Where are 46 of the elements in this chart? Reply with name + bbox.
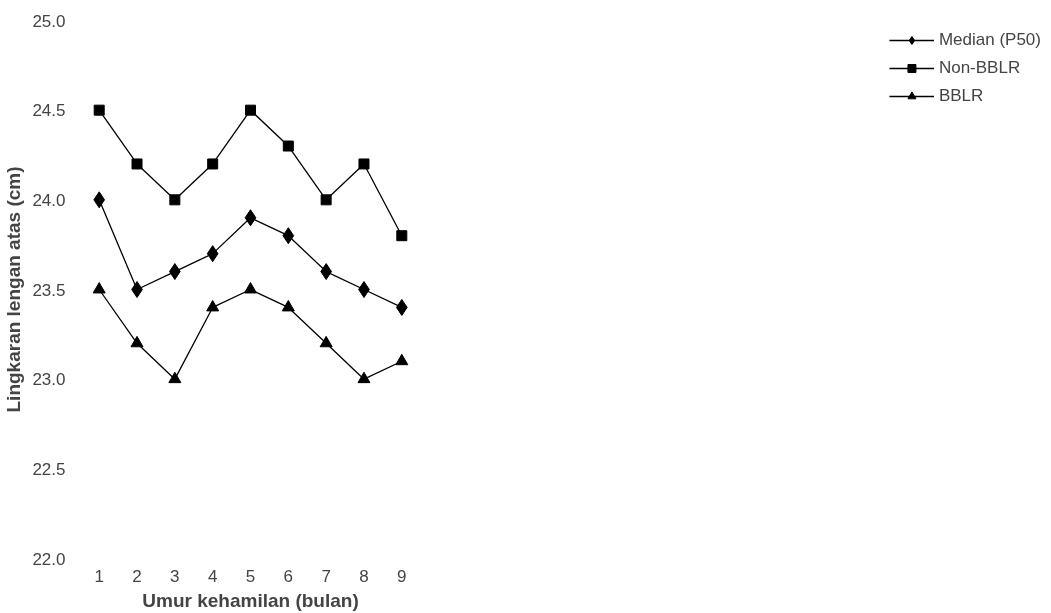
- y-tick-label: 22.5: [32, 459, 66, 479]
- point: [320, 194, 332, 206]
- x-tick-label: 9: [397, 566, 407, 586]
- point: [131, 281, 143, 298]
- point: [357, 371, 371, 384]
- x-tick-label: 7: [321, 566, 331, 586]
- x-tick-label: 4: [207, 566, 218, 586]
- point: [358, 158, 370, 170]
- x-tick-label: 2: [132, 566, 142, 586]
- point: [130, 335, 144, 348]
- y-tick-label: 24.5: [32, 101, 66, 121]
- point: [92, 282, 106, 294]
- x-tick-label: 5: [245, 566, 256, 586]
- point: [282, 140, 294, 152]
- point: [396, 230, 408, 242]
- x-tick-label: 3: [170, 566, 180, 586]
- point: [206, 300, 220, 312]
- point: [206, 245, 219, 263]
- x-axis-title: Umur kehamilan (bulan): [142, 589, 359, 611]
- point: [319, 335, 333, 348]
- point: [245, 104, 256, 116]
- point: [93, 104, 105, 116]
- y-tick-label: 22.0: [32, 549, 66, 569]
- y-axis-title: Lingkaran lengan atas (cm): [3, 166, 25, 413]
- x-tick-label: 6: [283, 566, 294, 586]
- x-tick-label: 8: [359, 566, 369, 586]
- point: [169, 194, 181, 206]
- legend-label: BBLR: [938, 86, 984, 106]
- legend-label: Median (P50): [938, 30, 1041, 50]
- point: [244, 282, 257, 294]
- point: [395, 298, 408, 316]
- point: [358, 281, 370, 298]
- point: [282, 227, 295, 245]
- point: [207, 158, 219, 170]
- y-tick-label: 23.0: [32, 370, 66, 390]
- point: [281, 300, 295, 312]
- point: [131, 158, 143, 170]
- point: [244, 209, 257, 227]
- y-tick-label: 24.0: [32, 190, 66, 210]
- legend-label: Non-BBLR: [938, 58, 1021, 78]
- y-tick-label: 25.0: [32, 11, 66, 31]
- y-tick-label: 23.5: [32, 280, 66, 300]
- point: [395, 353, 409, 366]
- point: [93, 191, 106, 209]
- x-tick-label: 1: [94, 566, 104, 586]
- point: [168, 371, 182, 384]
